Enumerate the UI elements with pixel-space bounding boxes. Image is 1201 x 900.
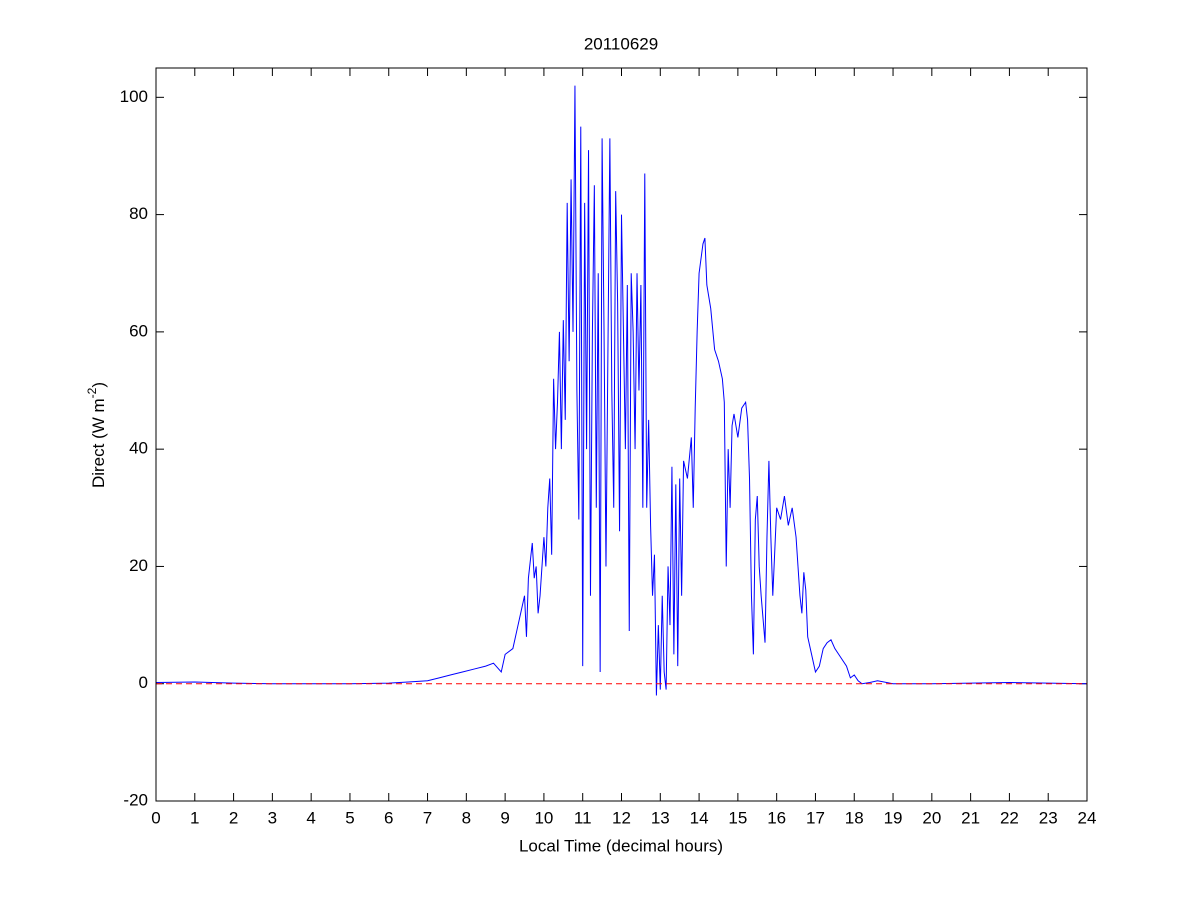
y-tick-label: 40 [129, 439, 148, 458]
x-tick-label: 21 [961, 808, 980, 827]
x-tick-label: 7 [423, 808, 432, 827]
x-tick-label: 2 [229, 808, 238, 827]
y-label-main: Direct (W m [89, 398, 108, 488]
x-tick-label: 16 [767, 808, 786, 827]
x-tick-label: 24 [1078, 808, 1097, 827]
x-tick-label: 3 [268, 808, 277, 827]
x-tick-label: 9 [500, 808, 509, 827]
y-tick-label: 20 [129, 556, 148, 575]
x-tick-label: 10 [534, 808, 553, 827]
y-label-sup: -2 [85, 387, 99, 398]
x-tick-label: 18 [845, 808, 864, 827]
x-tick-label: 15 [728, 808, 747, 827]
x-tick-label: 4 [306, 808, 315, 827]
x-tick-label: 23 [1039, 808, 1058, 827]
x-tick-label: 17 [806, 808, 825, 827]
x-tick-label: 22 [1000, 808, 1019, 827]
y-tick-label: 80 [129, 204, 148, 223]
y-tick-label: 60 [129, 321, 148, 340]
x-tick-label: 0 [151, 808, 160, 827]
x-tick-label: 19 [884, 808, 903, 827]
chart-title: 20110629 [584, 34, 658, 53]
y-tick-label: 0 [139, 673, 148, 692]
plot-frame [155, 67, 1088, 802]
x-tick-label: 6 [384, 808, 393, 827]
x-tick-label: 8 [462, 808, 471, 827]
x-tick-label: 13 [651, 808, 670, 827]
x-tick-label: 14 [690, 808, 709, 827]
x-tick-label: 20 [922, 808, 941, 827]
x-axis-label: Local Time (decimal hours) [519, 836, 723, 855]
y-axis-label: Direct (W m-2) [85, 382, 108, 488]
y-label-end: ) [89, 382, 108, 388]
x-tick-label: 1 [190, 808, 199, 827]
data-line [155, 85, 1088, 696]
y-tick-label: 100 [120, 87, 148, 106]
y-tick-label: -20 [123, 790, 148, 809]
x-tick-label: 12 [612, 808, 631, 827]
x-tick-label: 11 [574, 808, 592, 827]
x-tick-label: 5 [345, 808, 354, 827]
